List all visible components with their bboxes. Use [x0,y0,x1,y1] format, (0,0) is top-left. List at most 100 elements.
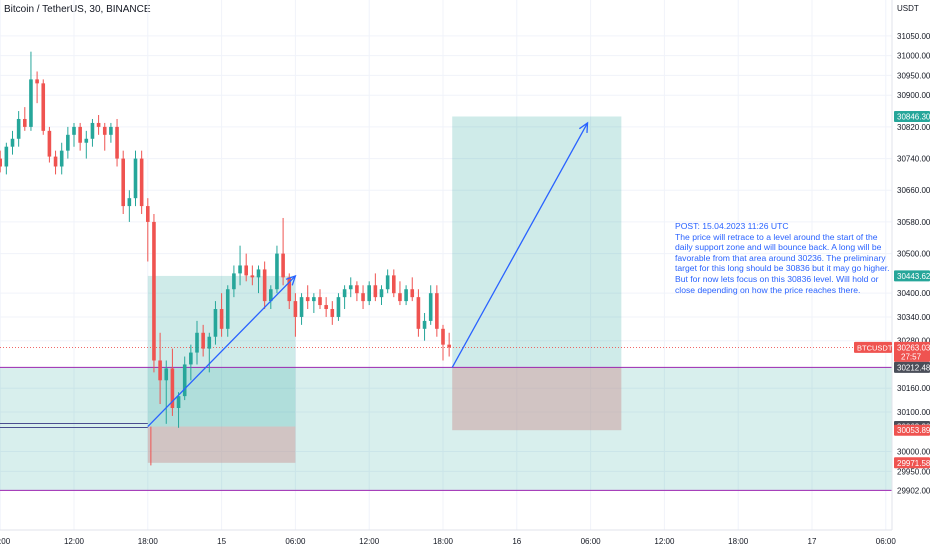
time-tick: 06:00 [876,537,897,546]
price-axis: 31050.00 31000.00 30950.00 30900.00 30820.00… [854,0,931,530]
price-tick: 31050.00 [897,32,931,41]
candle-body [262,269,267,302]
candle-body [170,368,175,408]
candle-body [269,289,273,302]
price-label-bg [894,424,930,436]
candle-body [133,158,138,199]
candle-body [96,122,101,127]
candle-body [4,146,9,167]
position-zones [0,116,892,491]
price-tick: 29950.00 [897,467,931,476]
projection-arrow [451,122,589,368]
candle-body [16,118,21,139]
arrow-head [578,121,589,133]
candle-body [41,83,46,131]
candle-body [305,297,310,302]
price-label-bg [894,110,930,122]
price-tick: 30000.00 [897,448,931,457]
candle-body [373,285,378,298]
price-label-bg [894,361,930,373]
candle-body [152,221,156,361]
time-tick: 18:00 [433,537,454,546]
candle-body [84,138,89,143]
price-label: 29971.58 [897,459,931,468]
candle-body [404,289,408,302]
candle-body [35,79,39,84]
projection-arrow [147,275,296,427]
arrow-head [285,274,297,286]
candle-body [330,309,335,317]
time-tick: 12:00 [64,537,85,546]
price-label: 30212.48 [897,363,931,372]
candle-body [428,293,433,321]
candle-body [232,273,236,290]
candle-body [207,336,212,349]
candle-body [158,360,162,381]
candle-body [422,320,427,329]
candle-body [441,328,445,345]
candle-body [0,158,2,167]
candle-body [146,206,150,222]
price-tick: 30500.00 [897,250,931,259]
candle-body [244,265,248,276]
time-tick: 06:00 [581,537,602,546]
price-tick: 30740.00 [897,155,931,164]
countdown-label: 27:57 [901,352,922,361]
price-tick: 30100.00 [897,408,931,417]
candle-body [225,289,230,329]
level-lines [0,347,892,491]
price-label-bg [894,341,930,362]
price-tick: 30950.00 [897,71,931,80]
candle-body [416,297,421,329]
chart-title: Bitcoin / TetherUS, 30, BINANCE [4,4,151,15]
candle-body [318,297,322,306]
price-tick: 31000.00 [897,52,931,61]
candle-body [392,275,396,294]
candle-body [256,269,261,278]
candle-body [398,293,402,302]
candle-body [379,289,384,298]
candle-body [336,297,341,317]
candle-body [29,79,33,127]
candle-body [195,332,199,353]
price-tick: 30400.00 [897,289,931,298]
support-zone [0,367,892,491]
time-tick: 18:00 [138,537,159,546]
price-tick: 30900.00 [897,91,931,100]
candle-body [312,297,316,302]
candle-body [250,275,255,278]
candle-body [238,265,242,274]
time-tick: 18:00 [728,537,749,546]
candle-body [275,253,279,290]
price-label: 30443.62 [897,272,931,281]
symbol-tag-bg [854,341,892,353]
candle-body [189,352,193,365]
stop-zone [147,426,296,463]
stop-zone [452,367,622,431]
price-label: 30263.03 [897,343,931,352]
time-tick: 12:00 [654,537,675,546]
candle-body [201,332,205,349]
candle-body [23,118,27,127]
candles [0,51,451,428]
candle-body [102,126,107,135]
candle-body [367,285,371,302]
currency-label: USDT [897,4,919,13]
candle-body [213,309,218,337]
candle-body [164,368,169,381]
candle-body [47,130,52,157]
candle-body [348,285,353,290]
candle-body [53,156,58,167]
time-tick: 06:00 [285,537,306,546]
price-tick: 30820.00 [897,123,931,132]
time-tick: 06:00 [0,537,11,546]
time-tick: 17 [808,537,817,546]
price-tick: 30340.00 [897,313,931,322]
symbol-tag: BTCUSDT [857,343,893,352]
candle-body [115,126,119,159]
candle-body [127,198,132,207]
time-tick: 15 [217,537,226,546]
candle-body [385,275,390,290]
candle-body [435,293,439,329]
